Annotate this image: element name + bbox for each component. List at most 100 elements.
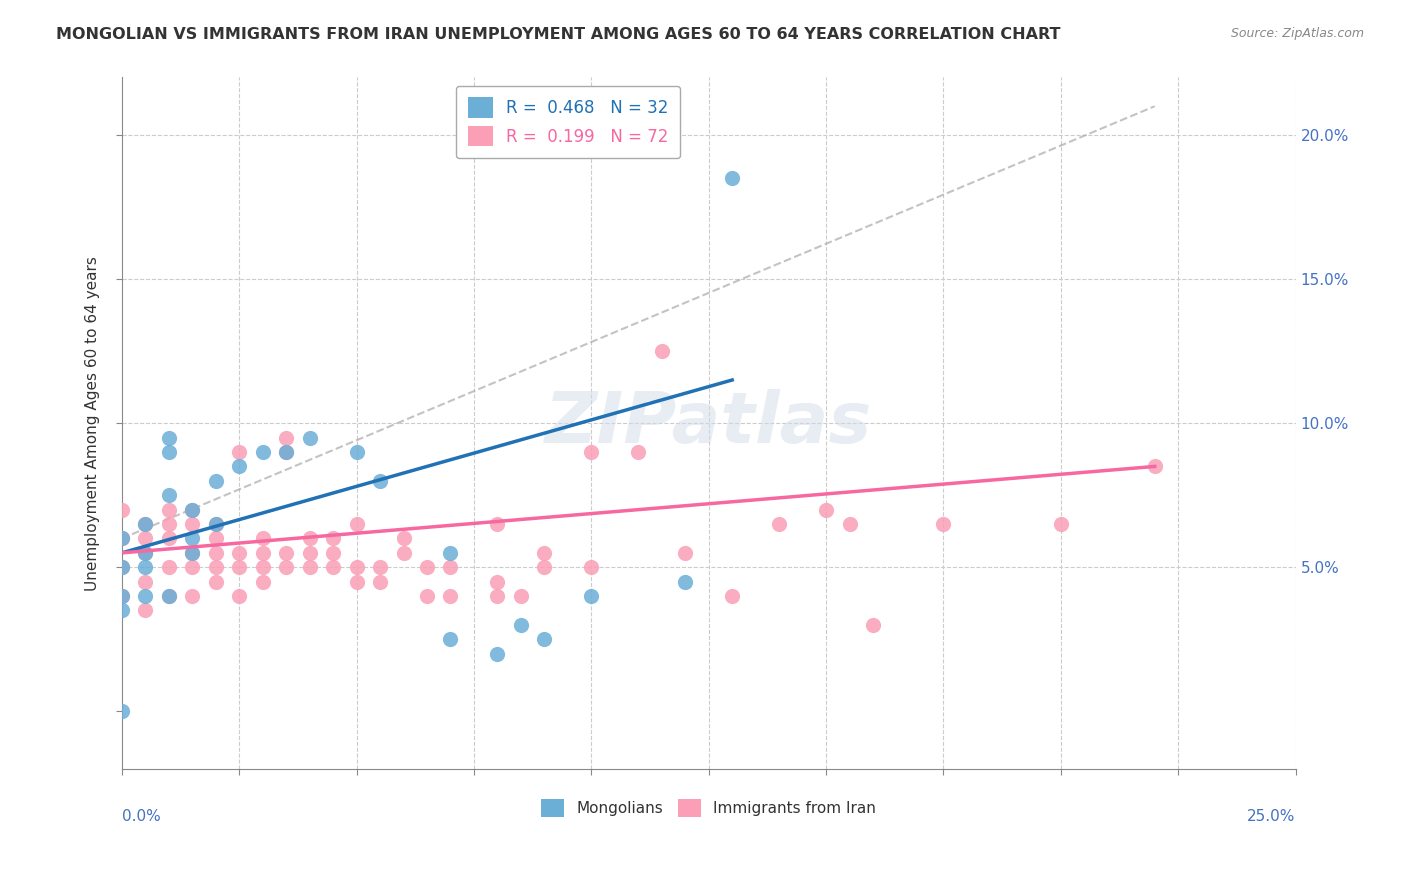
Point: [298, 532, 321, 546]
Point: [486, 589, 509, 603]
Legend: Mongolians, Immigrants from Iran: Mongolians, Immigrants from Iran: [536, 793, 883, 823]
Point: [416, 560, 439, 574]
Point: [204, 532, 226, 546]
Point: [111, 502, 134, 516]
Point: [134, 546, 156, 560]
Point: [768, 517, 790, 532]
Point: [252, 560, 274, 574]
Point: [111, 704, 134, 718]
Point: [276, 431, 298, 445]
Point: [134, 589, 156, 603]
Point: [721, 589, 744, 603]
Point: [439, 632, 461, 647]
Point: [157, 502, 180, 516]
Text: ZIPatlas: ZIPatlas: [546, 389, 872, 458]
Point: [111, 560, 134, 574]
Point: [298, 546, 321, 560]
Point: [627, 445, 650, 459]
Point: [581, 560, 603, 574]
Point: [533, 560, 555, 574]
Point: [932, 517, 955, 532]
Point: [533, 632, 555, 647]
Point: [157, 532, 180, 546]
Point: [252, 532, 274, 546]
Point: [228, 546, 250, 560]
Point: [368, 560, 391, 574]
Point: [111, 532, 134, 546]
Point: [862, 618, 884, 632]
Point: [134, 517, 156, 532]
Point: [815, 502, 838, 516]
Point: [111, 532, 134, 546]
Point: [1050, 517, 1073, 532]
Point: [392, 532, 415, 546]
Point: [581, 589, 603, 603]
Point: [368, 574, 391, 589]
Point: [322, 546, 344, 560]
Point: [134, 532, 156, 546]
Point: [486, 647, 509, 661]
Point: [157, 589, 180, 603]
Point: [181, 546, 204, 560]
Point: [204, 574, 226, 589]
Point: [134, 574, 156, 589]
Point: [181, 502, 204, 516]
Point: [838, 517, 860, 532]
Point: [276, 445, 298, 459]
Point: [322, 532, 344, 546]
Point: [276, 560, 298, 574]
Y-axis label: Unemployment Among Ages 60 to 64 years: Unemployment Among Ages 60 to 64 years: [86, 256, 100, 591]
Point: [252, 546, 274, 560]
Point: [181, 560, 204, 574]
Point: [252, 445, 274, 459]
Point: [181, 589, 204, 603]
Point: [228, 560, 250, 574]
Point: [298, 431, 321, 445]
Point: [228, 589, 250, 603]
Point: [204, 474, 226, 488]
Text: 0.0%: 0.0%: [122, 809, 160, 824]
Point: [157, 560, 180, 574]
Point: [134, 546, 156, 560]
Text: MONGOLIAN VS IMMIGRANTS FROM IRAN UNEMPLOYMENT AMONG AGES 60 TO 64 YEARS CORRELA: MONGOLIAN VS IMMIGRANTS FROM IRAN UNEMPL…: [56, 27, 1060, 42]
Text: Source: ZipAtlas.com: Source: ZipAtlas.com: [1230, 27, 1364, 40]
Point: [346, 517, 368, 532]
Point: [651, 344, 673, 359]
Point: [486, 574, 509, 589]
Point: [1143, 459, 1166, 474]
Point: [276, 445, 298, 459]
Point: [673, 574, 696, 589]
Point: [439, 589, 461, 603]
Point: [322, 560, 344, 574]
Point: [204, 560, 226, 574]
Point: [181, 502, 204, 516]
Point: [157, 431, 180, 445]
Point: [111, 603, 134, 617]
Point: [181, 546, 204, 560]
Point: [111, 589, 134, 603]
Point: [276, 546, 298, 560]
Point: [439, 546, 461, 560]
Point: [134, 560, 156, 574]
Point: [368, 474, 391, 488]
Point: [416, 589, 439, 603]
Point: [228, 445, 250, 459]
Point: [252, 574, 274, 589]
Point: [346, 445, 368, 459]
Point: [439, 560, 461, 574]
Point: [392, 546, 415, 560]
Point: [157, 445, 180, 459]
Point: [111, 589, 134, 603]
Text: 25.0%: 25.0%: [1247, 809, 1295, 824]
Point: [346, 574, 368, 589]
Point: [157, 589, 180, 603]
Point: [581, 445, 603, 459]
Point: [134, 517, 156, 532]
Point: [157, 488, 180, 502]
Point: [134, 603, 156, 617]
Point: [509, 589, 531, 603]
Point: [721, 171, 744, 186]
Point: [111, 560, 134, 574]
Point: [673, 546, 696, 560]
Point: [346, 560, 368, 574]
